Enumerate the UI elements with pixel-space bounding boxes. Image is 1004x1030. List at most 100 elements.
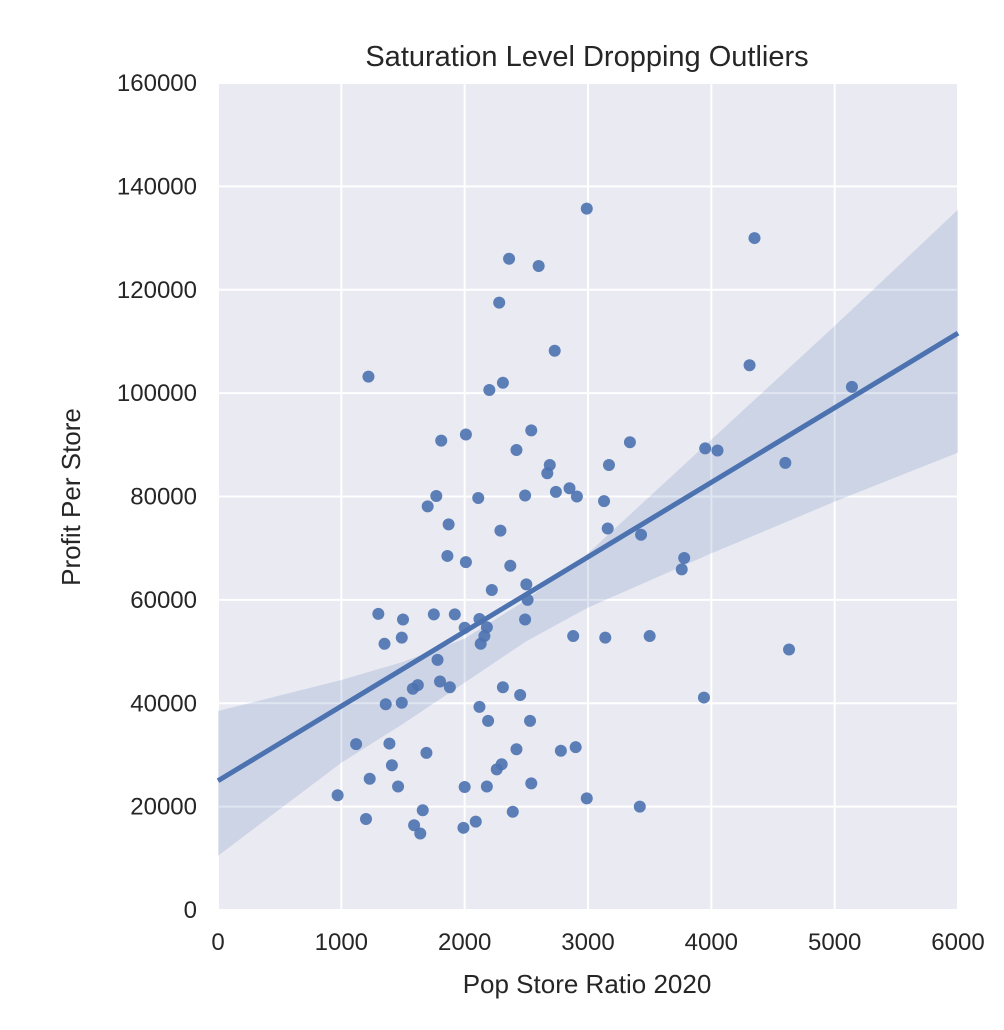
scatter-point bbox=[416, 804, 429, 817]
regression-line bbox=[216, 331, 960, 783]
scatter-point bbox=[635, 528, 648, 541]
x-tick-label: 2000 bbox=[438, 929, 491, 956]
scatter-point bbox=[372, 607, 385, 620]
scatter-point bbox=[519, 489, 532, 502]
scatter-point bbox=[420, 746, 433, 759]
scatter-point bbox=[563, 482, 576, 495]
scatter-point bbox=[379, 698, 392, 711]
scatter-point bbox=[532, 259, 545, 272]
scatter-point bbox=[697, 691, 710, 704]
scatter-point bbox=[441, 549, 454, 562]
scatter-point bbox=[845, 380, 858, 393]
scatter-point bbox=[504, 559, 517, 572]
scatter-point bbox=[406, 682, 419, 695]
scatter-point bbox=[421, 500, 434, 513]
scatter-point bbox=[506, 805, 519, 818]
scatter-point bbox=[360, 813, 372, 826]
scatter-point bbox=[442, 518, 455, 531]
y-tick-label: 120000 bbox=[117, 277, 197, 304]
scatter-point bbox=[435, 434, 448, 447]
scatter-point bbox=[510, 443, 523, 456]
scatter-point bbox=[748, 232, 761, 245]
scatter-point bbox=[525, 424, 538, 437]
scatter-point bbox=[783, 643, 796, 656]
scatter-point bbox=[482, 714, 495, 727]
scatter-point bbox=[623, 436, 636, 449]
scatter-point bbox=[549, 485, 562, 498]
scatter-point bbox=[567, 630, 580, 643]
x-axis-label: Pop Store Ratio 2020 bbox=[463, 969, 712, 999]
regression-line-group bbox=[216, 331, 960, 783]
scatter-point bbox=[363, 772, 376, 785]
confidence-band bbox=[218, 209, 958, 856]
scatter-point bbox=[469, 815, 482, 828]
grid bbox=[217, 82, 959, 911]
scatter-point bbox=[385, 759, 398, 772]
scatter-point bbox=[397, 613, 409, 626]
scatter-point bbox=[485, 584, 498, 597]
scatter-point bbox=[474, 637, 487, 650]
scatter-point bbox=[580, 202, 593, 215]
scatter-point bbox=[427, 608, 440, 621]
scatter-point bbox=[496, 681, 509, 694]
scatter-point bbox=[601, 522, 614, 535]
scatter-point bbox=[580, 792, 593, 805]
scatter-point bbox=[362, 370, 375, 383]
scatter-point bbox=[483, 384, 496, 397]
y-tick-label: 20000 bbox=[130, 794, 197, 821]
scatter-point bbox=[524, 714, 537, 727]
scatter-point bbox=[541, 467, 554, 480]
y-axis-label: Profit Per Store bbox=[56, 408, 86, 586]
y-tick-label: 0 bbox=[184, 897, 197, 924]
scatter-point bbox=[779, 456, 792, 469]
scatter-point bbox=[459, 428, 472, 441]
scatter-point bbox=[395, 631, 408, 644]
scatter-point bbox=[570, 490, 583, 503]
data-points bbox=[331, 202, 858, 840]
scatter-point bbox=[510, 743, 523, 756]
scatter-point bbox=[331, 789, 344, 802]
y-tick-label: 100000 bbox=[117, 380, 197, 407]
y-tick-labels: 0 20000 40000 60000 80000 100000 120000 140000 1… bbox=[117, 70, 197, 924]
scatter-point bbox=[414, 827, 427, 840]
y-tick-label: 40000 bbox=[130, 690, 197, 717]
scatter-point bbox=[395, 696, 408, 709]
scatter-point bbox=[434, 675, 446, 688]
scatter-point bbox=[675, 563, 688, 576]
scatter-point bbox=[548, 344, 561, 357]
scatter-point bbox=[554, 744, 567, 757]
scatter-point bbox=[448, 608, 461, 621]
scatter-point bbox=[711, 444, 724, 457]
scatter-point bbox=[633, 800, 646, 813]
scatter-point bbox=[496, 376, 509, 389]
x-tick-label: 3000 bbox=[561, 929, 614, 956]
scatter-point bbox=[599, 631, 612, 644]
y-tick-label: 140000 bbox=[117, 173, 197, 200]
scatter-point bbox=[378, 637, 391, 650]
scatter-point bbox=[503, 252, 516, 265]
scatter-point bbox=[602, 458, 615, 471]
x-tick-label: 1000 bbox=[315, 929, 368, 956]
scatter-point bbox=[699, 442, 712, 455]
scatter-point bbox=[519, 613, 532, 626]
y-tick-label: 80000 bbox=[130, 484, 197, 511]
y-tick-label: 160000 bbox=[117, 70, 197, 97]
scatter-point bbox=[520, 578, 533, 591]
x-tick-labels: 0 1000 2000 3000 4000 5000 6000 bbox=[211, 929, 984, 956]
y-tick-label: 60000 bbox=[130, 587, 197, 614]
chart-title: Saturation Level Dropping Outliers bbox=[365, 41, 808, 73]
scatter-point bbox=[493, 296, 506, 309]
x-tick-label: 6000 bbox=[931, 929, 984, 956]
x-tick-label: 5000 bbox=[808, 929, 861, 956]
scatter-point bbox=[430, 489, 443, 502]
scatter-point bbox=[480, 780, 493, 793]
scatter-point bbox=[392, 780, 405, 793]
scatter-point bbox=[457, 821, 470, 834]
scatter-point bbox=[350, 738, 363, 751]
scatter-point bbox=[459, 556, 472, 569]
scatter-point bbox=[743, 359, 756, 372]
scatter-point bbox=[598, 495, 611, 508]
scatter-point bbox=[525, 777, 538, 790]
scatter-point bbox=[458, 780, 471, 793]
scatter-point bbox=[569, 741, 582, 754]
